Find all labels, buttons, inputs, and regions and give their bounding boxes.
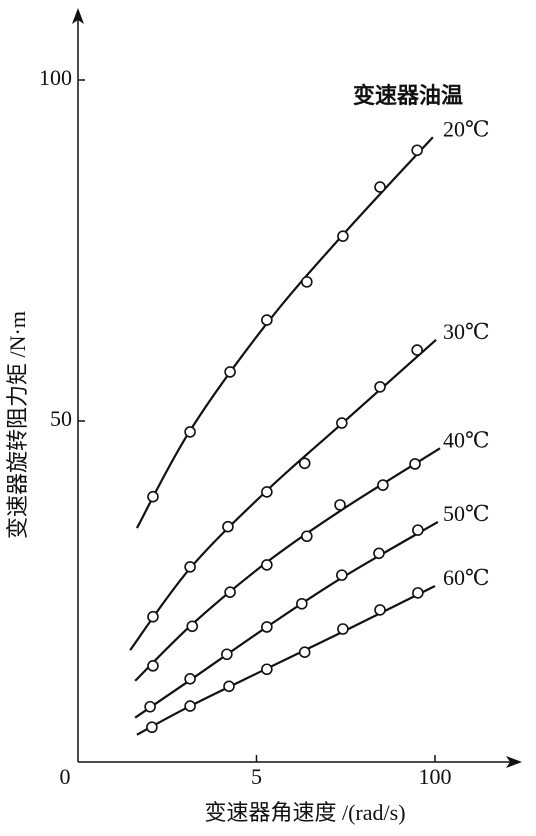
y-tick-label: 100: [39, 65, 72, 90]
data-point: [223, 680, 235, 693]
data-point: [409, 458, 421, 470]
data-point: [186, 620, 199, 633]
data-point: [412, 587, 424, 599]
fit-curve: [134, 520, 439, 719]
x-tick-label: 100: [419, 764, 452, 789]
data-point: [261, 314, 273, 326]
x-axis-arrow: [506, 756, 522, 768]
data-point: [374, 604, 386, 616]
data-point: [147, 610, 159, 623]
y-tick-label: 50: [50, 406, 72, 431]
data-point: [146, 721, 158, 734]
data-point: [261, 663, 273, 676]
data-point: [224, 586, 236, 598]
x-axis-label: 变速器角速度 /(rad/s): [204, 800, 405, 825]
data-point: [296, 597, 308, 610]
fit-curve: [135, 136, 434, 529]
data-point: [411, 144, 423, 157]
fit-curve: [134, 447, 441, 682]
data-point: [334, 499, 346, 511]
data-point: [412, 524, 424, 536]
data-point: [221, 648, 233, 661]
y-axis-label: 变速器旋转阻力矩 /N·m: [5, 311, 30, 539]
data-point: [222, 520, 234, 533]
data-point: [374, 381, 386, 393]
fit-curve: [136, 585, 436, 736]
data-point: [301, 276, 313, 288]
x-tick-label: 0: [60, 764, 71, 789]
data-point: [184, 561, 196, 573]
legend-title: 变速器油温: [353, 83, 463, 108]
x-tick-label: 5: [251, 764, 262, 789]
data-point: [261, 486, 273, 498]
data-point: [337, 623, 349, 635]
data-point: [301, 530, 313, 543]
data-point: [377, 479, 389, 491]
data-point: [224, 366, 236, 378]
data-point: [261, 621, 273, 633]
data-point: [184, 672, 196, 685]
data-point: [147, 660, 159, 672]
data-point: [144, 700, 156, 713]
series-label: 20℃: [443, 116, 490, 141]
fit-curve: [129, 339, 437, 651]
series-label: 40℃: [443, 427, 490, 452]
data-point: [298, 457, 311, 470]
series-label: 60℃: [443, 565, 490, 590]
data-point: [337, 230, 349, 242]
data-point: [336, 417, 348, 429]
data-point: [373, 547, 385, 560]
data-point: [147, 490, 159, 503]
data-point: [184, 426, 196, 438]
data-point: [184, 700, 196, 712]
series-label: 30℃: [443, 319, 490, 344]
data-point: [411, 344, 423, 356]
y-axis-arrow: [72, 8, 84, 24]
data-point: [298, 646, 311, 658]
data-point: [261, 559, 273, 571]
series-label: 50℃: [443, 501, 490, 526]
data-point: [374, 181, 386, 193]
data-point: [336, 569, 348, 581]
